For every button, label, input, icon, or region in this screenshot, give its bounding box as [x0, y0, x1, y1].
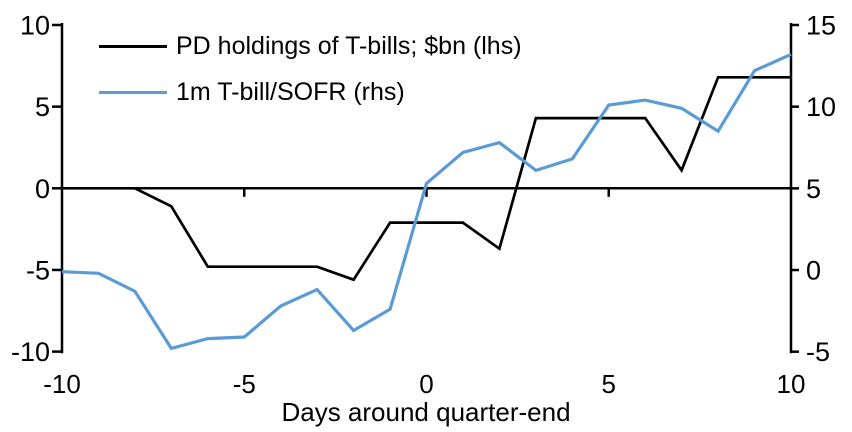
right-y-tick-label: 15 [806, 11, 836, 41]
x-tick-label: 5 [602, 369, 616, 399]
legend-item-pd-holdings: PD holdings of T-bills; $bn (lhs) [99, 32, 522, 61]
x-tick-label: -5 [233, 369, 256, 399]
right-y-tick-label: 5 [806, 174, 821, 204]
legend: PD holdings of T-bills; $bn (lhs) 1m T-b… [99, 32, 522, 107]
series-line-pd-holdings [62, 75, 791, 282]
legend-label-pd-holdings: PD holdings of T-bills; $bn (lhs) [176, 32, 522, 60]
left-y-tick-label: -5 [26, 255, 50, 285]
left-y-tick-label: -10 [11, 337, 50, 367]
right-y-tick-label: 0 [806, 256, 821, 286]
left-y-tick-label: 5 [35, 92, 50, 122]
x-tick-label: 0 [419, 369, 433, 399]
right-y-tick-label: -5 [806, 337, 830, 367]
x-axis-title: Days around quarter-end [281, 397, 570, 427]
right-y-tick-label: 10 [806, 92, 836, 122]
x-tick-label: 10 [777, 369, 806, 399]
legend-label-tbill-sofr: 1m T-bill/SOFR (rhs) [176, 77, 405, 106]
x-tick-label: -10 [43, 369, 81, 399]
left-y-tick-label: 10 [20, 11, 50, 41]
series-line-tbill-sofr [61, 52, 792, 351]
legend-item-tbill-sofr: 1m T-bill/SOFR (rhs) [99, 77, 522, 107]
left-y-tick-label: 0 [35, 174, 50, 204]
legend-line-swatch-blue [99, 90, 167, 94]
legend-line-swatch-black [99, 45, 167, 49]
